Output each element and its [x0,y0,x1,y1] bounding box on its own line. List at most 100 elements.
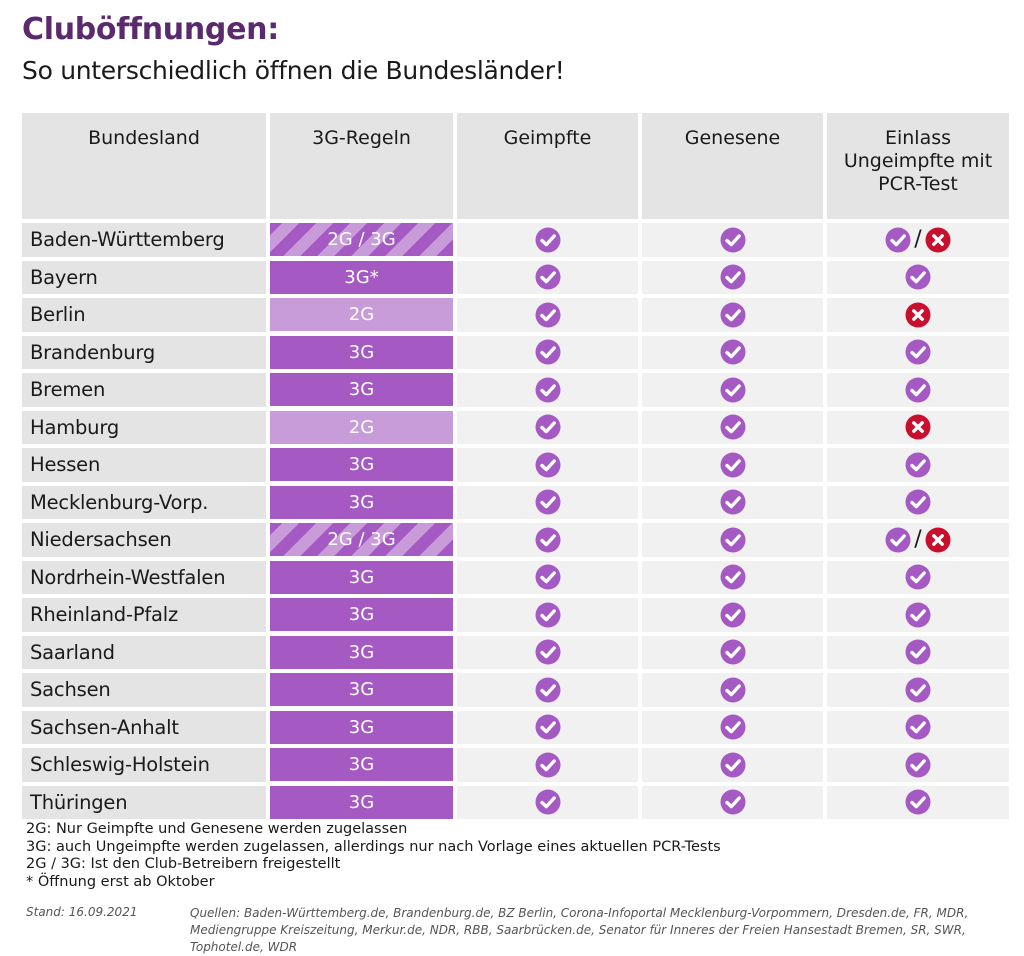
pcr-test-cell [827,335,1009,369]
genesene-cell [642,410,823,444]
genesene-cell [642,748,823,782]
table-row: Schleswig-Holstein 3G [22,748,1009,782]
rule-badge: 3G [270,560,453,594]
check-circle-icon [905,602,931,628]
rule-cell: 2G [270,410,453,445]
geimpfte-cell [457,260,638,294]
rule-cell: 3G [270,335,453,370]
column-header-bundesland: Bundesland [22,113,266,219]
state-name: Baden-Württemberg [22,223,266,257]
rule-badge: 3G [270,748,453,782]
check-circle-icon [720,489,745,515]
chart-subtitle: So unterschiedlich öffnen die Bundesländ… [22,56,565,85]
check-circle-icon [535,227,560,253]
rule-cell: 3G [270,748,453,782]
rule-badge: 3G [270,373,453,407]
state-name: Bayern [22,260,266,294]
table-header-row: Bundesland 3G-Regeln Geimpfte Genesene E… [22,113,1009,219]
genesene-cell [642,673,823,707]
rule-badge: 3G [270,485,453,519]
genesene-cell [642,560,823,594]
rule-badge: 2G [270,298,453,332]
check-circle-icon [720,452,745,478]
genesene-cell [642,635,823,669]
separator-slash: / [914,227,922,253]
state-name: Hessen [22,448,266,482]
pcr-test-cell [827,598,1009,632]
state-name: Berlin [22,298,266,332]
rule-cell: 2G / 3G [270,523,453,557]
genesene-cell [642,523,823,557]
check-circle-icon [720,302,745,328]
rule-cell: 3G [270,710,453,745]
cross-circle-icon [905,414,931,440]
table-row: Brandenburg 3G [22,335,1009,370]
check-circle-icon [905,714,931,740]
table-row: Mecklenburg-Vorp. 3G [22,485,1009,519]
geimpfte-cell [457,298,638,332]
check-circle-icon [720,752,745,778]
pcr-test-cell [827,560,1009,594]
check-circle-icon [720,639,745,665]
pcr-test-cell [827,410,1009,444]
check-circle-icon [535,602,560,628]
table-row: Rheinland-Pfalz 3G [22,598,1009,632]
pcr-test-cell: / [827,523,1009,557]
genesene-cell [642,223,823,257]
check-circle-icon [720,789,745,815]
check-circle-icon [720,339,745,365]
check-circle-icon [720,714,745,740]
legend-item-2g-3g: 2G / 3G: Ist den Club-Betreibern freiges… [26,856,341,872]
rule-badge: 3G [270,598,453,632]
pcr-test-cell [827,448,1009,482]
check-circle-icon [535,377,560,403]
state-name: Mecklenburg-Vorp. [22,485,266,519]
legend-item-2g: 2G: Nur Geimpfte und Genesene werden zug… [26,821,408,837]
table-row: Hessen 3G [22,448,1009,482]
rule-badge: 3G [270,335,453,369]
rule-badge: 3G [270,673,453,707]
table-row: Nordrhein-Westfalen 3G [22,560,1009,594]
table-row: Thüringen 3G [22,785,1009,820]
check-circle-icon [720,527,745,553]
rule-cell: 3G [270,373,453,407]
check-circle-icon [720,227,745,253]
legend: 2G: Nur Geimpfte und Genesene werden zug… [26,821,721,891]
state-name: Brandenburg [22,335,266,369]
geimpfte-cell [457,335,638,369]
rule-cell: 3G* [270,260,453,295]
check-circle-icon [885,527,911,553]
check-circle-icon [535,414,560,440]
genesene-cell [642,298,823,332]
sources-note: Quellen: Baden-Württemberg.de, Brandenbu… [190,906,969,954]
check-circle-icon [905,789,931,815]
table-row: Sachsen-Anhalt 3G [22,710,1009,745]
legend-item-asterisk: * Öffnung erst ab Oktober [26,873,215,890]
geimpfte-cell [457,748,638,782]
cross-circle-icon [905,302,931,328]
geimpfte-cell [457,410,638,444]
check-circle-icon [535,752,560,778]
state-name: Niedersachsen [22,523,266,557]
rule-cell: 3G [270,598,453,632]
state-name: Schleswig-Holstein [22,748,266,782]
rule-badge: 3G* [270,260,453,294]
check-circle-icon [885,227,911,253]
pcr-test-cell [827,260,1009,294]
geimpfte-cell [457,635,638,669]
check-circle-icon [535,264,560,290]
table-row: Berlin 2G [22,298,1009,332]
pcr-test-cell [827,748,1009,782]
cross-circle-icon [925,227,951,253]
genesene-cell [642,785,823,819]
check-circle-icon [905,752,931,778]
state-name: Sachsen-Anhalt [22,710,266,744]
check-circle-icon [905,639,931,665]
pcr-test-cell: / [827,223,1009,257]
state-name: Thüringen [22,785,266,819]
geimpfte-cell [457,373,638,407]
rule-cell: 2G [270,298,453,332]
separator-slash: / [914,527,922,553]
rule-cell: 3G [270,785,453,820]
geimpfte-cell [457,598,638,632]
